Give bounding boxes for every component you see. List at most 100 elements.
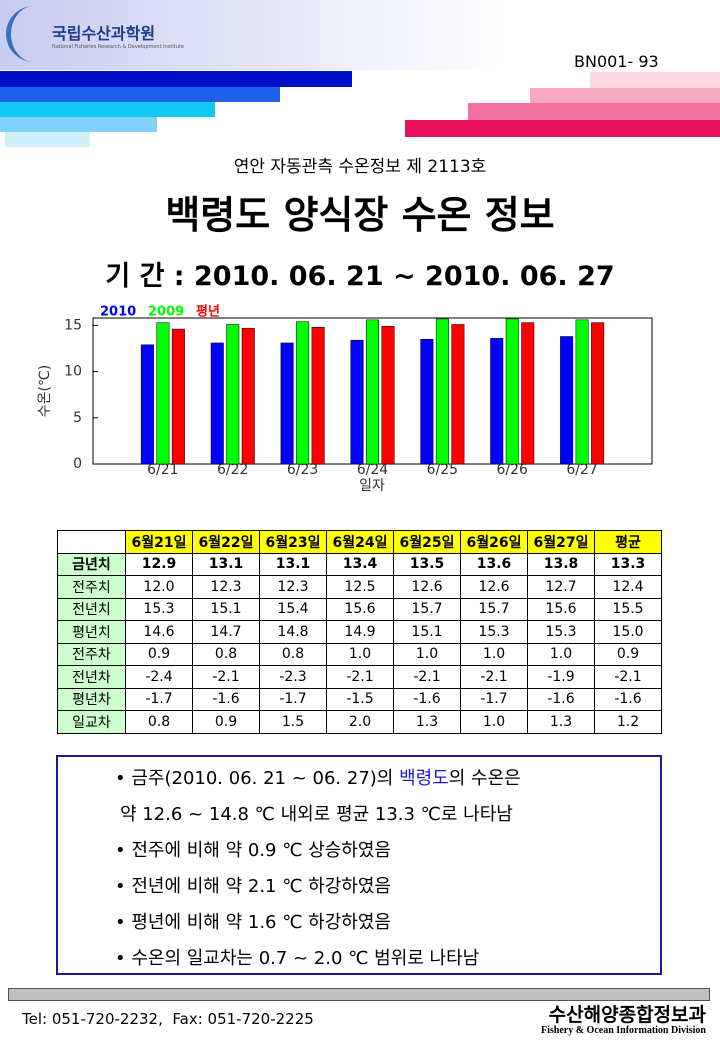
column-header: 6월23일 [259, 530, 327, 554]
cell: -1.5 [326, 687, 394, 711]
cell: 2.0 [326, 710, 394, 734]
bar [505, 318, 519, 465]
cell: 15.4 [259, 597, 327, 621]
table-row: 평년치 14.6 14.7 14.8 14.9 15.1 15.3 15.3 15.0 [57, 620, 662, 644]
header-bg [0, 0, 720, 70]
text: 금주(2010. 06. 21 ~ 06. 27)의 [131, 768, 400, 789]
cell: -2.1 [594, 665, 662, 689]
bar [521, 322, 535, 465]
cell: -1.6 [192, 687, 260, 711]
x-tick-label: 6/25 [427, 462, 458, 478]
cell: -2.1 [326, 665, 394, 689]
bar [210, 342, 224, 465]
bar [381, 326, 395, 465]
place: 백령도 [399, 768, 449, 789]
x-tick-label: 6/22 [217, 462, 248, 478]
cell: 12.7 [527, 575, 595, 599]
table-row: 평년차 -1.7 -1.6 -1.7 -1.5 -1.6 -1.7 -1.6 -1.6 [57, 687, 662, 711]
cell: -1.6 [527, 687, 595, 711]
org-en: Fishery & Ocean Information Division [541, 1025, 706, 1036]
deco-bar [5, 132, 90, 147]
cell: -2.1 [393, 665, 461, 689]
cell: 1.0 [326, 642, 394, 666]
cell: 15.7 [460, 597, 528, 621]
cell: 13.1 [259, 552, 327, 576]
column-header: 6월24일 [326, 530, 394, 554]
logo-text: 국립수산과학원 [52, 24, 156, 43]
bullet: • [115, 876, 132, 897]
table-row: 일교차 0.8 0.9 1.5 2.0 1.3 1.0 1.3 1.2 [57, 710, 662, 734]
cell: 1.3 [393, 710, 461, 734]
cell: 13.6 [460, 552, 528, 576]
y-tick-label: 0 [73, 456, 82, 472]
bar [591, 322, 605, 465]
cell: 13.3 [594, 552, 662, 576]
bar [156, 322, 170, 465]
legend-entry: 2009 [148, 305, 184, 320]
cell: -1.6 [393, 687, 461, 711]
x-tick-label: 6/24 [357, 462, 389, 478]
table-header: 6월21일 6월22일 6월23일 6월24일 6월25일 6월26일 6월27일 평균 [57, 530, 662, 554]
cell: -1.7 [259, 687, 327, 711]
bar [280, 342, 294, 465]
cell: 15.1 [192, 597, 260, 621]
bar [490, 338, 504, 465]
legend-entry: 평년 [196, 304, 220, 320]
row-label: 평년치 [57, 620, 126, 644]
table-row: 전주차 0.9 0.8 0.8 1.0 1.0 1.0 1.0 0.9 [57, 642, 662, 666]
cell: 12.3 [259, 575, 327, 599]
cell: 14.9 [326, 620, 394, 644]
footer-bar [8, 988, 710, 1001]
cell: 13.4 [326, 552, 394, 576]
cell: 15.3 [125, 597, 193, 621]
deco-bar [0, 87, 280, 102]
column-header: 6월25일 [393, 530, 461, 554]
cell: 1.0 [460, 710, 528, 734]
cell: 12.6 [460, 575, 528, 599]
data-table: 6월21일 6월22일 6월23일 6월24일 6월25일 6월26일 6월27일 평균 금년치… [57, 530, 662, 734]
logo-sub: National Fisheries Research & Developmen… [52, 44, 184, 50]
cell: 0.9 [125, 642, 193, 666]
cell: 1.0 [393, 642, 461, 666]
cell: 12.0 [125, 575, 193, 599]
cell: 15.6 [527, 597, 595, 621]
deco-bar [405, 120, 720, 137]
text: 평년에 비해 약 1.6 ℃ 하강하였음 [131, 912, 391, 933]
cell: 14.8 [259, 620, 327, 644]
bullet: • [115, 840, 132, 861]
x-tick-label: 6/27 [566, 462, 597, 478]
cell: 13.5 [393, 552, 461, 576]
text: 수온의 일교차는 0.7 ~ 2.0 ℃ 범위로 나타남 [131, 948, 480, 969]
y-tick-label: 15 [64, 317, 82, 333]
org: 수산해양종합정보과 [548, 1004, 706, 1026]
cell: -2.1 [192, 665, 260, 689]
bullet: • [115, 912, 132, 933]
bar [366, 319, 379, 465]
subtitle: 연안 자동관측 수온정보 제 2113호 [233, 157, 487, 177]
bar [420, 339, 434, 465]
bullet: • [115, 948, 132, 969]
cell: 0.8 [125, 710, 193, 734]
row-label: 전주차 [57, 642, 126, 666]
cell: 15.6 [326, 597, 394, 621]
column-header: 평균 [594, 530, 662, 554]
summary-line: 약 12.6 ~ 14.8 ℃ 내외로 평균 13.3 ℃로 나타남 [120, 804, 513, 825]
cell: -1.7 [125, 687, 193, 711]
x-axis-label: 일자 [359, 478, 385, 494]
cell: 14.7 [192, 620, 260, 644]
table-row: 전년차 -2.4 -2.1 -2.3 -2.1 -2.1 -2.1 -1.9 -2.1 [57, 665, 662, 689]
cell: 0.8 [192, 642, 260, 666]
cell: 1.5 [259, 710, 327, 734]
chart: 수온(℃) 일자 0 5 10 15 2010 2009 평년 6/21 6/22 6/23 6/2… [37, 304, 653, 494]
table-row: 금년치 12.9 13.1 13.1 13.4 13.5 13.6 13.8 13.3 [57, 552, 662, 576]
title: 백령도 양식장 수온 정보 [165, 193, 555, 237]
x-tick-label: 6/23 [287, 462, 318, 478]
cell: 14.6 [125, 620, 193, 644]
bar [140, 344, 154, 465]
cell: 15.3 [527, 620, 595, 644]
logo-mark [6, 6, 47, 62]
cell: 1.2 [594, 710, 662, 734]
text: 전주에 비해 약 0.9 ℃ 상승하였음 [131, 840, 391, 861]
bar [451, 324, 465, 465]
